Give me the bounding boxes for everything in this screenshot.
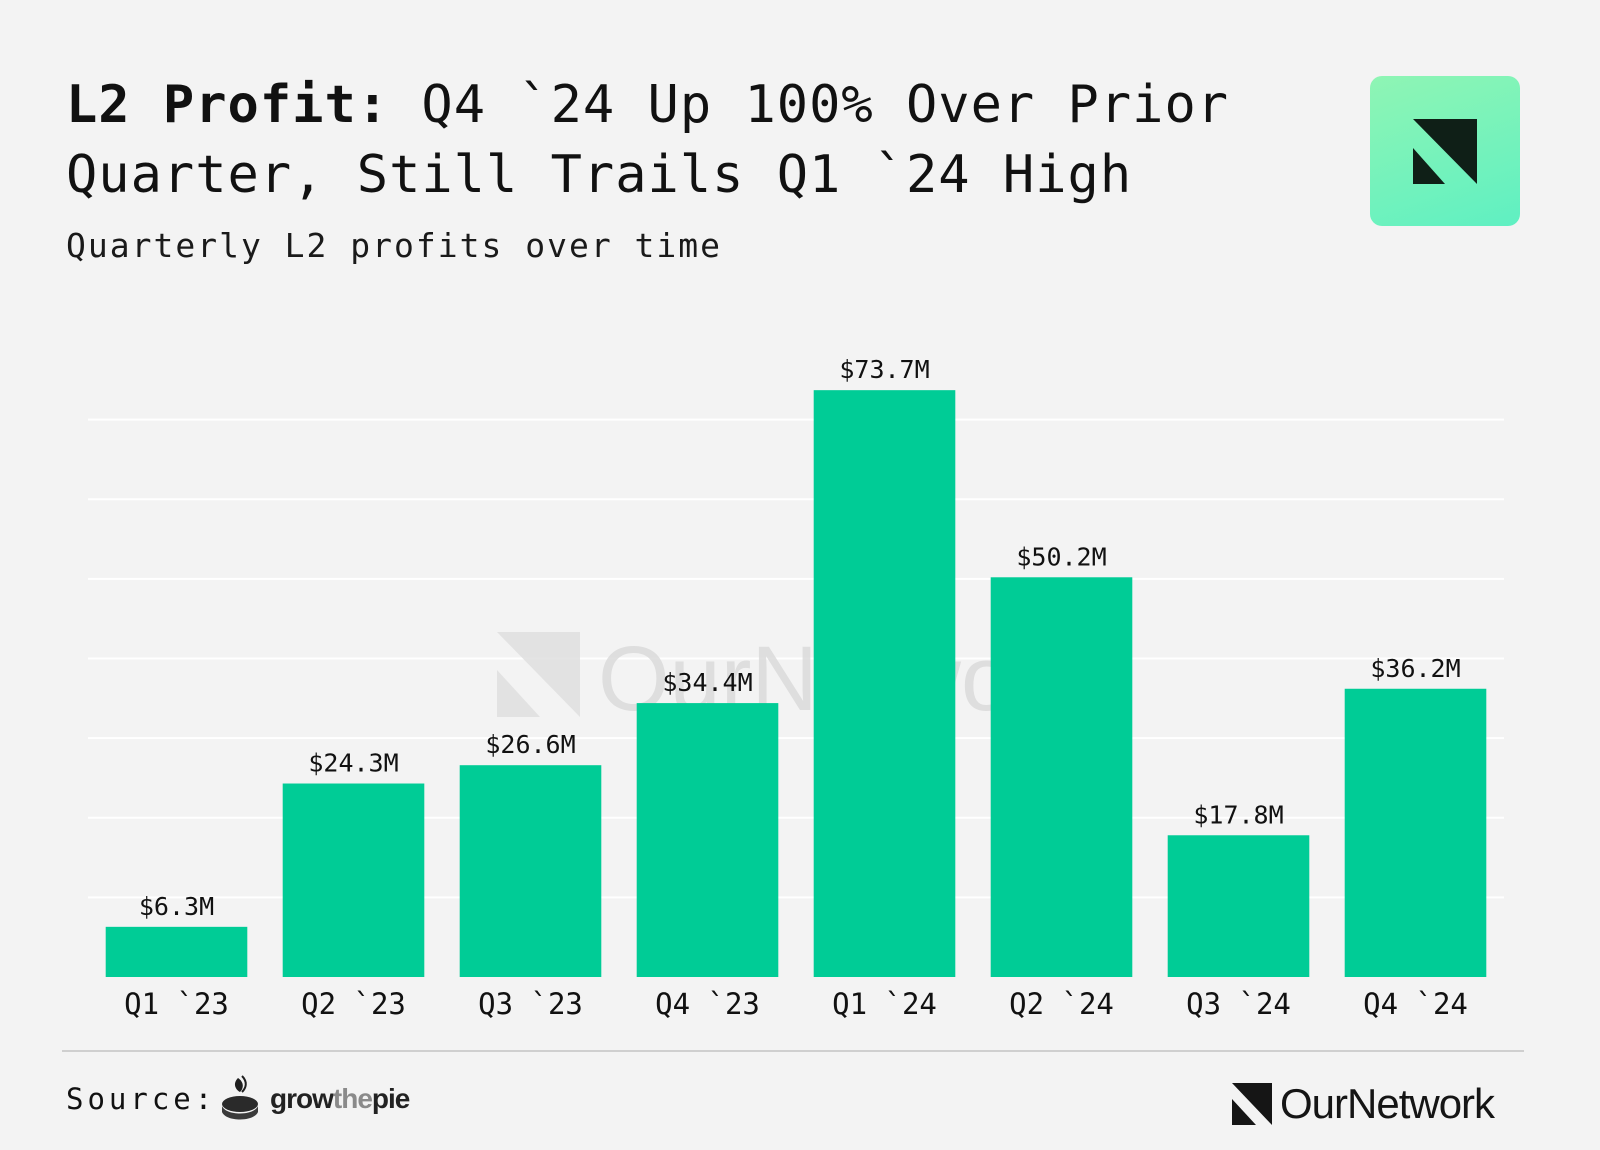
footer-divider (62, 1050, 1524, 1052)
source-name: growthepie (270, 1083, 410, 1115)
data-labels: $6.3M $24.3M $26.6M $34.4M $73.7M $50.2M $17.8… (139, 355, 1461, 921)
source-name-grow: grow (270, 1083, 334, 1114)
x-tick-label: Q3 `24 (1186, 987, 1291, 1021)
source-name-the: the (332, 1083, 373, 1114)
bar (990, 577, 1133, 977)
chart-title: L2 Profit: Q4 `24 Up 100% Over Prior Qua… (66, 70, 1346, 210)
brand-name: OurNetwork (1280, 1080, 1495, 1127)
source-name-pie: pie (371, 1083, 410, 1114)
x-tick-label: Q2 `23 (301, 987, 406, 1021)
data-label: $6.3M (139, 892, 214, 921)
ournetwork-mark-icon (1413, 119, 1477, 184)
bars (105, 390, 1487, 977)
data-label: $26.6M (485, 730, 575, 759)
title-bold-part: L2 Profit: (66, 75, 390, 135)
gridlines (88, 418, 1504, 899)
x-tick-label: Q2 `24 (1009, 987, 1114, 1021)
bar (813, 390, 956, 977)
title-rest-part: Q4 `24 Up 100% Over Prior Quarter, Still… (66, 75, 1230, 205)
x-axis-tick-labels: Q1 `23 Q2 `23 Q3 `23 Q4 `23 Q1 `24 Q2 `24 Q3 `… (124, 987, 1468, 1021)
data-label: $36.2M (1370, 654, 1460, 683)
data-label: $34.4M (662, 668, 752, 697)
watermark-mark-icon (497, 632, 580, 717)
watermark-mark-icon-corner (497, 670, 540, 717)
growthepie-pie-icon (222, 1075, 258, 1120)
ournetwork-logo-icon (1232, 1083, 1272, 1125)
x-tick-label: Q1 `23 (124, 987, 229, 1021)
data-label: $50.2M (1016, 542, 1106, 571)
bar (459, 765, 602, 977)
data-label: $24.3M (308, 749, 398, 778)
x-tick-label: Q3 `23 (478, 987, 583, 1021)
source-label: Source: (66, 1082, 217, 1116)
x-tick-label: Q4 `24 (1363, 987, 1468, 1021)
bar (1167, 835, 1310, 977)
bar (636, 703, 779, 977)
bar (105, 926, 248, 977)
bar (1344, 688, 1487, 977)
source-logo: growthepie (218, 1074, 410, 1124)
ournetwork-brand: OurNetwork (1232, 1080, 1495, 1128)
data-label: $17.8M (1193, 800, 1283, 829)
chart-subtitle: Quarterly L2 profits over time (66, 226, 723, 265)
ournetwork-logo-tile (1370, 76, 1520, 226)
data-label: $73.7M (839, 355, 929, 384)
x-tick-label: Q4 `23 (655, 987, 760, 1021)
x-tick-label: Q1 `24 (832, 987, 937, 1021)
bar (282, 783, 425, 977)
